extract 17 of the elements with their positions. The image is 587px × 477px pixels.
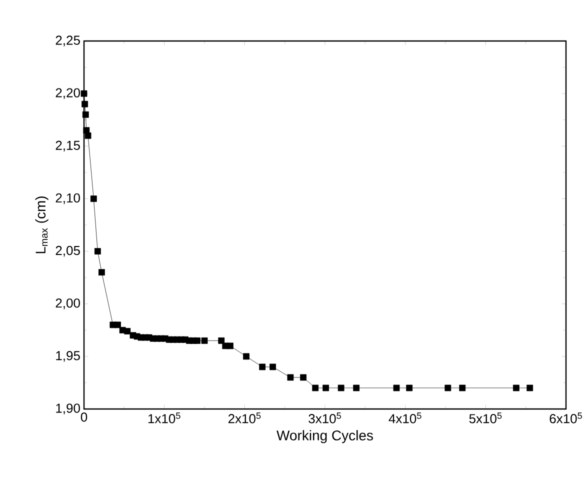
- y-axis-title: L$_{max}$ (cm): [35, 196, 48, 254]
- x-tick-label: 3x10$^{5}$: [308, 412, 341, 424]
- y-tick-label: 1,90: [56, 404, 80, 414]
- x-tick-label: 6x10$^{5}$: [550, 412, 582, 424]
- x-axis-title: Working Cycles: [276, 430, 373, 444]
- y-tick-label: 1,95: [56, 351, 80, 362]
- x-tick-label: 2x10$^{5}$: [228, 412, 261, 424]
- y-tick-label: 2,15: [56, 140, 80, 152]
- y-tick-label: 2,05: [56, 246, 80, 257]
- y-tick-label: 2,20: [56, 88, 80, 99]
- y-tick-label: 2,25: [56, 36, 80, 46]
- x-tick-label: 1x10$^{5}$: [148, 412, 180, 424]
- x-tick-label: 4x10$^{5}$: [388, 412, 422, 424]
- x-tick-label: 5x10$^{5}$: [469, 412, 502, 424]
- y-tick-label: 2,00: [56, 298, 80, 310]
- y-tick-label: 2,10: [56, 193, 80, 204]
- x-tick-label: 0: [80, 412, 88, 422]
